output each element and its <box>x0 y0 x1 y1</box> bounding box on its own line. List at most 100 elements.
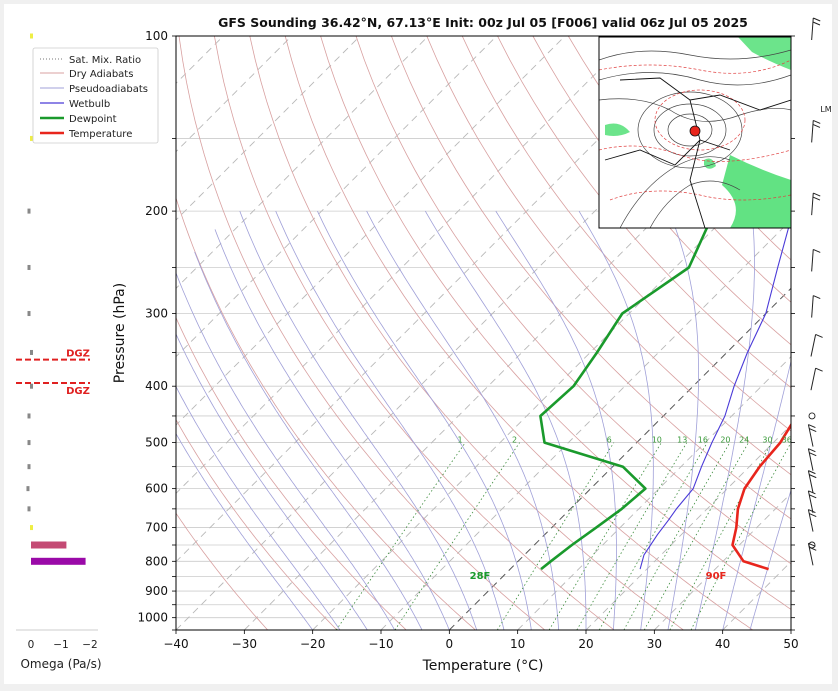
omega-bar <box>30 33 33 39</box>
x-tick-label: 20 <box>578 637 593 651</box>
mixing-ratio-label: 20 <box>720 436 730 445</box>
wind-barbs <box>807 17 823 566</box>
dry-adiabat-line <box>176 196 476 630</box>
pseudoadiabat-line <box>275 210 505 630</box>
pseudoadiabat-line <box>694 211 755 630</box>
pseudoadiabat-line <box>214 229 450 630</box>
omega-bar <box>27 208 31 214</box>
legend-label-dry-adiabats: Dry Adiabats <box>69 69 133 80</box>
pseudoadiabat-line <box>194 251 423 630</box>
wind-barb <box>810 334 823 357</box>
x-tick-label: 30 <box>647 637 662 651</box>
x-tick-label: −20 <box>300 637 325 651</box>
isotherm-line <box>176 36 292 153</box>
omega-bar <box>27 264 31 270</box>
wind-barb <box>810 367 823 391</box>
wetbulb-profile-line <box>639 216 791 570</box>
map-borders <box>604 77 791 228</box>
mixing-ratio-label: 30 <box>762 436 772 445</box>
lm-label: LM <box>820 105 831 114</box>
omega-bar <box>27 311 31 317</box>
omega-bar <box>27 413 31 419</box>
surface-dewpoint-label: 28F <box>470 571 491 582</box>
omega-bar <box>30 525 33 531</box>
mixing-ratio-label: 24 <box>739 436 749 445</box>
surface-temp-label: 90F <box>706 571 727 582</box>
dry-adiabat-line <box>178 36 546 630</box>
omega-tick-1: −1 <box>53 639 68 651</box>
skewt-plot-area: 1 2 6 10 13 16 20 24 30 36 90F 28F 10020030040050… <box>0 29 799 674</box>
mixing-ratio-labels: 1 2 6 10 13 16 20 24 30 36 <box>458 436 792 445</box>
dgz-label: DGZ <box>66 386 90 397</box>
wind-barb <box>807 509 817 532</box>
y-tick-label: 1000 <box>137 611 168 625</box>
dry-adiabat-line <box>284 36 753 630</box>
mixing-ratio-line <box>548 442 662 630</box>
mixing-ratio-line <box>335 442 466 630</box>
mixing-ratio-label: 13 <box>677 436 687 445</box>
omega-bar <box>30 349 33 355</box>
wind-barb <box>808 412 816 420</box>
pseudoadiabat-line <box>176 272 396 630</box>
omega-axis-label: Omega (Pa/s) <box>20 657 101 671</box>
legend-label-temperature: Temperature <box>68 129 132 140</box>
legend-label-mixing-ratio: Sat. Mix. Ratio <box>69 55 141 66</box>
x-tick-label: 10 <box>510 637 525 651</box>
wind-barb <box>807 542 817 566</box>
pseudoadiabat-line <box>722 359 791 630</box>
x-tick-label: 0 <box>446 637 454 651</box>
inset-map <box>598 36 792 229</box>
dry-adiabat-line <box>176 418 338 630</box>
dry-adiabat-line <box>461 36 791 432</box>
dry-adiabat-line <box>214 36 615 630</box>
mixing-ratio-line <box>598 442 708 630</box>
map-thickness-lines <box>599 59 791 201</box>
mixing-ratio-label: 10 <box>652 436 662 445</box>
mixing-ratio-label: 1 <box>458 436 463 445</box>
x-tick-label: 50 <box>783 637 798 651</box>
dry-adiabat-line <box>497 36 791 389</box>
map-precip-area-3 <box>605 123 630 136</box>
wind-barb <box>811 249 821 272</box>
pseudoadiabat-line <box>176 385 341 630</box>
y-tick-label: 500 <box>145 436 168 450</box>
map-precip-area-2 <box>738 37 791 70</box>
dry-adiabat-line <box>320 36 791 610</box>
mixing-ratio-label: 16 <box>698 436 708 445</box>
x-axis-ticks: −40 −30 −20 −10 0 10 20 30 40 50 <box>163 630 799 651</box>
chart-title: GFS Sounding 36.42°N, 67.13°E Init: 00z … <box>218 15 748 30</box>
wind-barb <box>807 470 817 493</box>
omega-panel: DGZ DGZ 0 −1 −2 Omega (Pa/s) <box>16 33 102 671</box>
omega-tick-2: −2 <box>82 639 97 651</box>
y-axis-ticks: 100 200 300 400 500 600 700 800 900 1000 <box>137 29 795 631</box>
sounding-location-marker <box>689 125 701 137</box>
omega-bar <box>31 557 86 565</box>
mixing-ratio-label: 2 <box>512 436 517 445</box>
wind-barb <box>811 17 821 41</box>
y-tick-label: 100 <box>145 29 168 43</box>
omega-tick-0: 0 <box>28 639 35 651</box>
isotherm-line <box>448 287 791 630</box>
pseudoadiabat-line <box>495 210 617 630</box>
isotherm-line <box>0 36 18 630</box>
y-tick-label: 700 <box>145 521 168 535</box>
map-isobars <box>599 49 791 228</box>
omega-bar <box>30 135 33 141</box>
omega-bar <box>31 541 67 549</box>
dry-adiabat-line <box>249 36 684 630</box>
inset-map-content <box>599 37 791 228</box>
inset-map-frame <box>598 36 792 229</box>
dry-adiabat-line <box>391 36 791 520</box>
omega-bars <box>26 33 86 565</box>
isotherm-line <box>176 36 634 494</box>
pseudoadiabat-line <box>424 210 587 630</box>
map-precip-area <box>722 155 791 228</box>
x-tick-label: −30 <box>232 637 257 651</box>
dgz-lines: DGZ DGZ <box>16 349 90 397</box>
wind-barb <box>811 192 821 216</box>
y-tick-label: 400 <box>145 379 168 393</box>
legend-label-pseudoadiabats: Pseudoadiabats <box>69 84 148 95</box>
pseudoadiabat-line <box>176 432 314 630</box>
